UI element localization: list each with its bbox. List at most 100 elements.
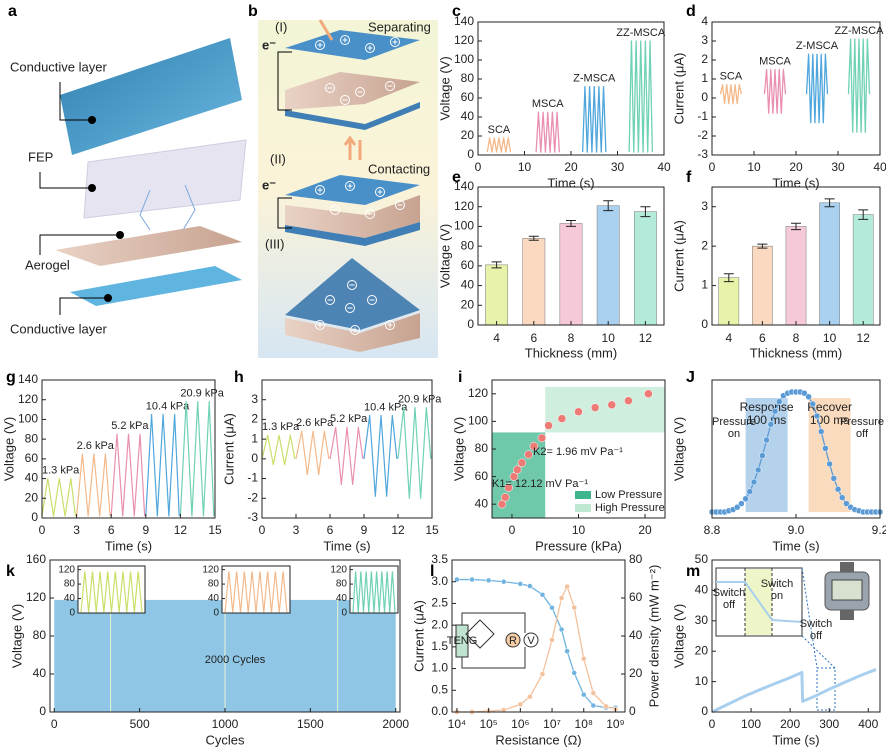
y-tick-label: -2 xyxy=(697,128,708,142)
error-bar xyxy=(491,261,502,269)
panel-label: J xyxy=(686,369,695,386)
x-tick-label: 2000 xyxy=(382,717,409,731)
pointer xyxy=(39,172,92,189)
error-bar xyxy=(640,206,651,218)
pointer xyxy=(59,297,108,315)
y-tick-label: -2 xyxy=(247,490,258,504)
panel-label: i xyxy=(458,369,462,386)
y-tick-label: 20 xyxy=(461,297,475,311)
wire xyxy=(277,51,292,111)
data-point xyxy=(590,702,597,709)
x-tick-label: 0 xyxy=(709,160,716,174)
x-tick-label: 0 xyxy=(475,160,482,174)
charge-symbol xyxy=(385,320,395,330)
series-line xyxy=(628,40,654,153)
x-tick-label: 6 xyxy=(327,523,334,537)
data-point xyxy=(813,412,821,420)
data-point xyxy=(759,452,766,459)
x-tick-label: 6 xyxy=(530,331,537,345)
plot-frame xyxy=(711,379,881,519)
y-tick-label: 40 xyxy=(461,109,475,123)
plot-frame xyxy=(711,559,881,713)
data-point xyxy=(527,694,533,700)
y-tick-label: 100 xyxy=(18,412,38,426)
x-tick-label: 12 xyxy=(857,331,871,345)
legend-label: High Pressure xyxy=(595,502,665,514)
y-tick-label: 3.5 xyxy=(431,552,448,566)
data-point xyxy=(763,436,770,444)
bar xyxy=(819,202,840,326)
x-tick-label: 4 xyxy=(493,331,500,345)
data-point xyxy=(738,500,745,507)
series-line xyxy=(363,414,398,497)
data-point xyxy=(590,403,600,412)
y-tick-label: 120 xyxy=(26,590,46,604)
x-tick-label: 8 xyxy=(793,331,800,345)
y-tick-label: 20 xyxy=(25,490,39,504)
panel-label: g xyxy=(6,369,16,386)
series-line xyxy=(261,434,296,466)
data-point xyxy=(580,656,587,662)
region-label: Recover xyxy=(807,400,852,414)
y-axis-label: Voltage (V) xyxy=(451,417,466,481)
annotation: Switch xyxy=(800,618,832,630)
x-axis-label: Thickness (mm) xyxy=(750,345,842,360)
stage-label: (III) xyxy=(265,236,285,251)
y-axis-label: Voltage (V) xyxy=(1,417,16,481)
inset-tick-label: 0 xyxy=(213,608,219,619)
data-point xyxy=(549,637,555,643)
series-label: MSCA xyxy=(532,98,564,110)
series-line xyxy=(145,413,180,517)
charge-symbol xyxy=(390,37,400,47)
x-tick-label: 20 xyxy=(638,523,652,537)
diagram-a: a Conductive layer FEP Aerogel Conductiv… xyxy=(8,3,247,336)
x-tick-label: 9.2 xyxy=(872,523,886,537)
data-point xyxy=(557,414,567,423)
x-tick-label: 15 xyxy=(425,523,439,537)
data-point xyxy=(469,576,475,583)
charge-symbol xyxy=(365,209,375,219)
x-tick-label: 10⁹ xyxy=(606,717,625,731)
data-point xyxy=(517,581,524,587)
series-line xyxy=(763,68,787,114)
y-axis-label: Current (μA) xyxy=(221,413,236,485)
annotation: Switch xyxy=(761,578,793,590)
series-line xyxy=(712,391,880,513)
y-tick-label: 40 xyxy=(695,583,709,597)
y-tick-label: 2 xyxy=(701,52,708,66)
x-tick-label: 0 xyxy=(51,717,58,731)
data-point xyxy=(527,583,533,589)
y-tick-label: 0 xyxy=(701,90,708,104)
annotation: on xyxy=(728,428,740,440)
y-tick-label: -1 xyxy=(697,109,708,123)
series-line xyxy=(719,84,743,105)
error-bar xyxy=(528,235,539,241)
series-line xyxy=(295,430,330,476)
y-tick-label: 80 xyxy=(33,628,47,642)
annotation: K1= 12.12 mV Pa⁻¹ xyxy=(492,478,588,490)
y2-tick-label: 0 xyxy=(629,704,636,718)
y-tick-label: 80 xyxy=(461,238,475,252)
annotation: on xyxy=(771,590,783,602)
wire xyxy=(277,197,292,229)
bar xyxy=(633,211,657,326)
bar xyxy=(485,264,509,326)
annotation: K2= 1.96 mV Pa⁻¹ xyxy=(533,446,623,458)
data-point xyxy=(834,485,842,493)
series-line xyxy=(535,111,561,153)
y-tick-label: 3.0 xyxy=(431,574,448,588)
y-tick-label: 60 xyxy=(25,451,39,465)
annotation: off xyxy=(810,630,823,642)
inset-tick-label: 0 xyxy=(69,608,75,619)
series-line xyxy=(486,137,512,153)
state-label: Contacting xyxy=(368,161,430,176)
y-tick-label: 4 xyxy=(701,14,708,28)
charge-symbol xyxy=(367,295,377,305)
error-bar xyxy=(858,209,869,220)
annotation: off xyxy=(856,428,869,440)
y-tick-label: 80 xyxy=(461,71,475,85)
stage-label: (I) xyxy=(275,19,287,34)
y-tick-label: 120 xyxy=(468,386,488,400)
aerogel-layer xyxy=(55,226,242,266)
y-axis-label: Voltage (V) xyxy=(437,224,452,288)
